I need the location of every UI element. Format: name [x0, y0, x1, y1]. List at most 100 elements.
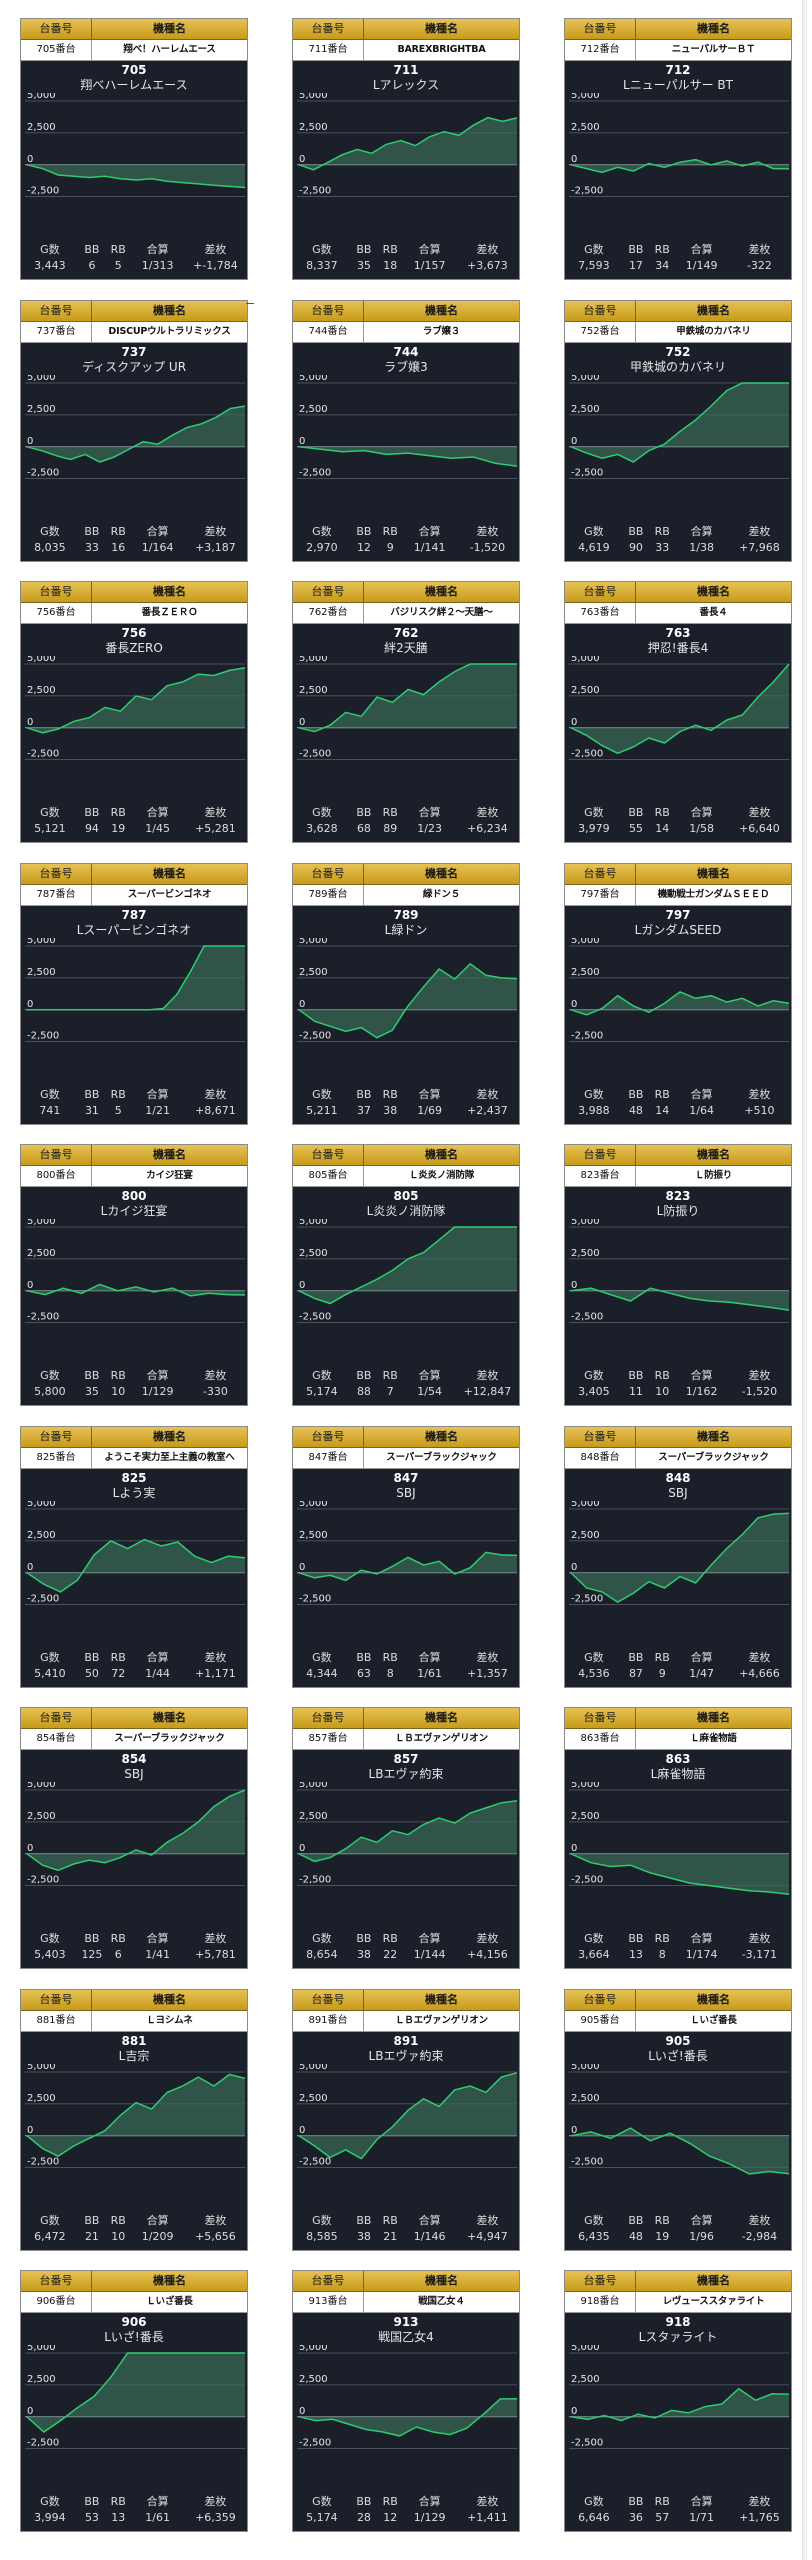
card-info-row: 891番台 ＬＢエヴァンゲリオン	[293, 2011, 519, 2032]
machine-card-711[interactable]: 台番号 機種名 711番台 BAREXBRIGHTBA 711 Lアレックス 5…	[292, 18, 520, 280]
stat-header-total: 合算	[146, 806, 169, 819]
machine-card-805[interactable]: 台番号 機種名 805番台 Ｌ炎炎ノ消防隊 805 L炎炎ノ消防隊 5,000 2…	[292, 1144, 520, 1406]
machine-number: 905番台	[565, 2011, 636, 2031]
machine-card-825[interactable]: 台番号 機種名 825番台 ようこそ実力至上主義の教室へ 825 Lよう実 5,…	[20, 1426, 248, 1688]
machine-card-789[interactable]: 台番号 機種名 789番台 緑ドン５ 789 L緑ドン 5,000 2,500 0 -…	[292, 863, 520, 1125]
machine-card-857[interactable]: 台番号 機種名 857番台 ＬＢエヴァンゲリオン 857 LBエヴァ約束 5,0…	[292, 1707, 520, 1969]
y-tick-label: 5,000	[27, 1219, 56, 1227]
machine-card-762[interactable]: 台番号 機種名 762番台 バジリスク絆２～天膳～ 762 絆2天膳 5,000…	[292, 581, 520, 843]
card-info-row: 906番台 Ｌいざ番長	[21, 2292, 247, 2313]
machine-card-848[interactable]: 台番号 機種名 848番台 スーパーブラックジャック 848 SBJ 5,000…	[564, 1426, 792, 1688]
slump-chart: 5,000 2,500 0 -2,500	[25, 656, 246, 761]
machine-model: バジリスク絆２～天膳～	[390, 607, 493, 618]
machine-card-891[interactable]: 台番号 機種名 891番台 ＬＢエヴァンゲリオン 891 LBエヴァ約束 5,0…	[292, 1989, 520, 2251]
stats-block: G数 BB RB 合算 差枚 8,654 38 22 1/144 +4,156	[293, 1929, 519, 1962]
machine-card-756[interactable]: 台番号 機種名 756番台 番長ＺＥＲＯ 756 番長ZERO 5,000 2,5…	[20, 581, 248, 843]
stats-value-row: 3,979 55 14 1/58 +6,640	[565, 821, 791, 836]
y-tick-label: 0	[299, 154, 305, 165]
stat-header-g: G数	[40, 525, 60, 538]
stat-header-diff: 差枚	[204, 1651, 227, 1664]
chart-area	[571, 1288, 789, 1311]
model-header: 機種名	[425, 867, 458, 880]
machine-card-823[interactable]: 台番号 機種名 823番台 Ｌ防振り 823 L防振り 5,000 2,500 0 -…	[564, 1144, 792, 1406]
chart-line	[570, 1853, 790, 1895]
stat-bb: 88	[356, 1385, 371, 1398]
card-info-row: 789番台 緑ドン５	[293, 885, 519, 906]
stat-diff: +6,234	[467, 822, 508, 835]
stat-diff: -2,984	[741, 2230, 778, 2243]
chart-area	[27, 667, 245, 733]
stat-bb: 35	[84, 1385, 99, 1398]
stat-header-g: G数	[584, 1932, 604, 1945]
machine-card-913[interactable]: 台番号 機種名 913番台 戦国乙女４ 913 戦国乙女4 5,000 2,500…	[292, 2270, 520, 2532]
y-tick-label: 2,500	[299, 2374, 328, 2385]
number-header: 台番号	[565, 1990, 636, 2010]
stat-bb: 35	[356, 259, 371, 272]
stat-g: 3,994	[34, 2511, 66, 2524]
stat-header-total: 合算	[146, 1088, 169, 1101]
machine-card-881[interactable]: 台番号 機種名 881番台 Ｌヨシムネ 881 L吉宗 5,000 2,500 0 -…	[20, 1989, 248, 2251]
number-header: 台番号	[21, 1145, 92, 1165]
chart-line	[298, 116, 518, 171]
stat-header-total: 合算	[690, 1651, 713, 1664]
machine-card-905[interactable]: 台番号 機種名 905番台 Ｌいざ番長 905 Lいざ!番長 5,000 2,50…	[564, 1989, 792, 2251]
number-header: 台番号	[565, 864, 636, 884]
machine-card-744[interactable]: 台番号 機種名 744番台 ラブ嬢３ 744 ラブ嬢3 5,000 2,500 0 -…	[292, 300, 520, 562]
stats-block: G数 BB RB 合算 差枚 3,405 11 10 1/162 -1,520	[565, 1366, 791, 1399]
machine-title: Lカイジ狂宴	[100, 1204, 168, 1218]
stats-value-row: 8,035 33 16 1/164 +3,187	[21, 540, 247, 555]
stat-header-rb: RB	[110, 1087, 126, 1101]
machine-card-800[interactable]: 台番号 機種名 800番台 カイジ狂宴 800 Lカイジ狂宴 5,000 2,50…	[20, 1144, 248, 1406]
card-header: 台番号 機種名	[293, 19, 519, 40]
stats-value-row: 5,410 50 72 1/44 +1,171	[21, 1666, 247, 1681]
stat-header-rb: RB	[654, 2494, 670, 2508]
stat-g: 4,536	[578, 1667, 610, 1680]
machine-card-763[interactable]: 台番号 機種名 763番台 番長４ 763 押忍!番長4 5,000 2,500 0…	[564, 581, 792, 843]
machine-model: ようこそ実力至上主義の教室へ	[104, 1452, 235, 1463]
stat-rb: 19	[111, 822, 126, 835]
model-header: 機種名	[153, 22, 186, 35]
machine-title: 押忍!番長4	[647, 641, 709, 655]
machine-card-906[interactable]: 台番号 機種名 906番台 Ｌいざ番長 906 Lいざ!番長 5,000 2,50…	[20, 2270, 248, 2532]
machine-card-854[interactable]: 台番号 機種名 854番台 スーパーブラックジャック 854 SBJ 5,000…	[20, 1707, 248, 1969]
stat-diff: +1,357	[467, 1667, 508, 1680]
machine-number: 863番台	[565, 1729, 636, 1749]
stats-value-row: 5,403 125 6 1/41 +5,781	[21, 1947, 247, 1962]
machine-card-918[interactable]: 台番号 機種名 918番台 レヴューススタァライト 918 Lスタァライト 5,…	[564, 2270, 792, 2532]
machine-card-863[interactable]: 台番号 機種名 863番台 Ｌ麻雀物語 863 L麻雀物語 5,000 2,500…	[564, 1707, 792, 1969]
machine-card-787[interactable]: 台番号 機種名 787番台 スーパービンゴネオ 787 Lスーパービンゴネオ 5…	[20, 863, 248, 1125]
card-info-row: 797番台 機動戦士ガンダムＳＥＥＤ	[565, 885, 791, 906]
stats-header-row: G数 BB RB 合算 差枚	[21, 803, 247, 821]
chart-line	[26, 405, 246, 463]
stat-header-rb: RB	[382, 805, 398, 819]
machine-number: 789番台	[293, 885, 364, 905]
stat-bb: 63	[356, 1667, 371, 1680]
slump-chart: 5,000 2,500 0 -2,500	[25, 1219, 246, 1324]
scrollbar-track[interactable]	[802, 0, 807, 2560]
machine-card-797[interactable]: 台番号 機種名 797番台 機動戦士ガンダムＳＥＥＤ 797 LガンダムSEED…	[564, 863, 792, 1125]
stat-rb: 21	[383, 2230, 398, 2243]
machine-id: 847	[393, 1471, 419, 1485]
machine-card-712[interactable]: 台番号 機種名 712番台 ニューパルサーＢＴ 712 Lニューパルサー BT …	[564, 18, 792, 280]
stat-header-g: G数	[584, 243, 604, 256]
machine-card-705[interactable]: 台番号 機種名 705番台 翔べ！ハーレムエース 705 翔べハーレムエース 5…	[20, 18, 248, 280]
stat-header-rb: RB	[382, 2213, 398, 2227]
y-tick-label: 2,500	[299, 1811, 328, 1822]
y-tick-label: 2,500	[299, 404, 328, 415]
stats-value-row: 5,800 35 10 1/129 -330	[21, 1384, 247, 1399]
slump-chart: 5,000 2,500 0 -2,500	[297, 375, 518, 480]
stats-header-row: G数 BB RB 合算 差枚	[293, 240, 519, 258]
machine-card-737[interactable]: 台番号 機種名 737番台 DISCUPウルトラリミックス 737 ディスクアッ…	[20, 300, 248, 562]
stat-header-rb: RB	[382, 1368, 398, 1382]
y-tick-label: 5,000	[299, 1501, 328, 1509]
number-header: 台番号	[293, 19, 364, 39]
stat-total: 1/61	[417, 1667, 442, 1680]
model-header: 機種名	[153, 304, 186, 317]
card-info-row: 823番台 Ｌ防振り	[565, 1166, 791, 1187]
machine-card-752[interactable]: 台番号 機種名 752番台 甲鉄城のカバネリ 752 甲鉄城のカバネリ 5,00…	[564, 300, 792, 562]
chart-line	[570, 2127, 790, 2175]
chart-line	[298, 2398, 518, 2437]
slump-chart: 5,000 2,500 0 -2,500	[25, 1782, 246, 1887]
machine-card-847[interactable]: 台番号 機種名 847番台 スーパーブラックジャック 847 SBJ 5,000…	[292, 1426, 520, 1688]
stat-g: 5,121	[34, 822, 66, 835]
